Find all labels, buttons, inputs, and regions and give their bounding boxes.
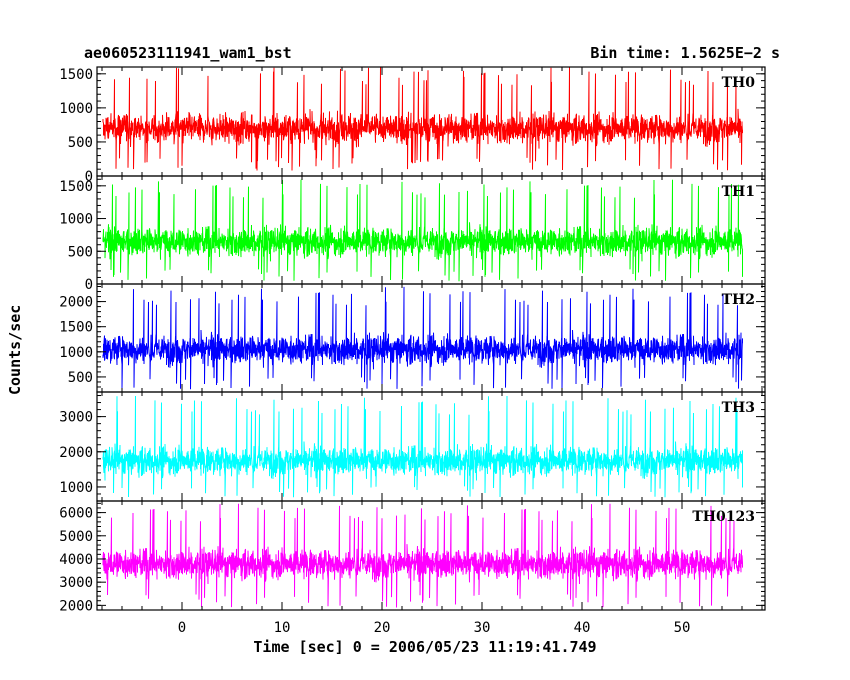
- x-tick-label: 10: [274, 620, 291, 636]
- y-tick-label-th1: 1000: [59, 212, 93, 228]
- y-tick-label-th1: 1500: [59, 179, 93, 195]
- y-tick-label-th2: 1500: [59, 320, 93, 336]
- y-tick-label-th0123: 5000: [59, 529, 93, 545]
- y-tick-label-th0: 1500: [59, 67, 93, 83]
- series-th3-line: [102, 395, 743, 498]
- x-tick-label: 50: [674, 620, 691, 636]
- panel-frame-th0123: [96, 500, 766, 611]
- series-th1-line: [102, 179, 743, 282]
- chart-title: ae060523111941_wam1_bst: [84, 44, 292, 62]
- series-th0123-line: [102, 503, 743, 608]
- legend-th2: TH2: [722, 292, 755, 308]
- y-tick-label-th3: 3000: [59, 410, 93, 426]
- x-tick-label: 20: [374, 620, 391, 636]
- y-tick-label-th0: 0: [85, 169, 93, 185]
- y-tick-label-th0: 1000: [59, 101, 93, 117]
- y-tick-label-th0: 500: [68, 135, 93, 151]
- y-tick-label-th2: 1000: [59, 345, 93, 361]
- x-axis-label: Time [sec] 0 = 2006/05/23 11:19:41.749: [253, 638, 597, 656]
- y-tick-label-th2: 2000: [59, 295, 93, 311]
- y-tick-label-th1: 500: [68, 244, 93, 260]
- y-tick-label-th0123: 6000: [59, 506, 93, 522]
- legend-th3: TH3: [722, 400, 755, 416]
- y-tick-label-th2: 500: [68, 370, 93, 386]
- series-th0-line: [102, 67, 743, 171]
- y-tick-label-th0123: 4000: [59, 552, 93, 568]
- legend-th0123: TH0123: [692, 509, 755, 525]
- legend-th1: TH1: [722, 184, 755, 200]
- y-tick-label-th0123: 3000: [59, 575, 93, 591]
- y-tick-label-th0123: 2000: [59, 598, 93, 614]
- y-axis-label: Counts/sec: [6, 304, 24, 395]
- y-tick-label-th3: 2000: [59, 445, 93, 461]
- x-tick-label: 30: [474, 620, 491, 636]
- series-th2-line: [102, 286, 743, 390]
- legend-th0: TH0: [722, 75, 756, 91]
- bin-time-label: Bin time: 1.5625E−2 s: [590, 44, 780, 62]
- y-tick-label-th3: 1000: [59, 480, 93, 496]
- panel-frame-th1: [96, 175, 766, 285]
- x-tick-label: 40: [574, 620, 591, 636]
- y-tick-label-th1: 0: [85, 277, 93, 293]
- x-tick-label: 0: [178, 620, 186, 636]
